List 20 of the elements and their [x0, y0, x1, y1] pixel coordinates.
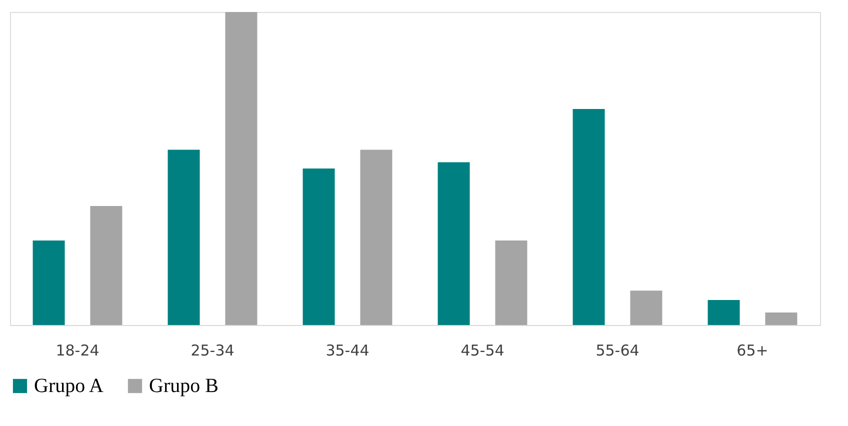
x-tick-label: 45-54 — [460, 342, 504, 360]
bar — [225, 12, 258, 325]
bar — [302, 168, 335, 325]
x-tick-label: 65+ — [736, 342, 768, 360]
bar — [572, 109, 605, 325]
x-tick-label: 35-44 — [326, 342, 370, 360]
x-tick-label: 25-34 — [190, 342, 234, 360]
x-tick-label: 18-24 — [56, 342, 100, 360]
bar — [630, 290, 662, 325]
bar — [168, 150, 200, 325]
bar — [90, 206, 122, 325]
bar — [32, 240, 65, 325]
legend-label: Grupo B — [149, 375, 218, 397]
bar — [360, 150, 392, 325]
x-tick-label: 55-64 — [596, 342, 640, 360]
bar — [765, 312, 798, 325]
bar — [708, 300, 740, 325]
bar — [438, 162, 470, 325]
bar — [495, 240, 528, 325]
legend-label: Grupo A — [34, 375, 104, 397]
